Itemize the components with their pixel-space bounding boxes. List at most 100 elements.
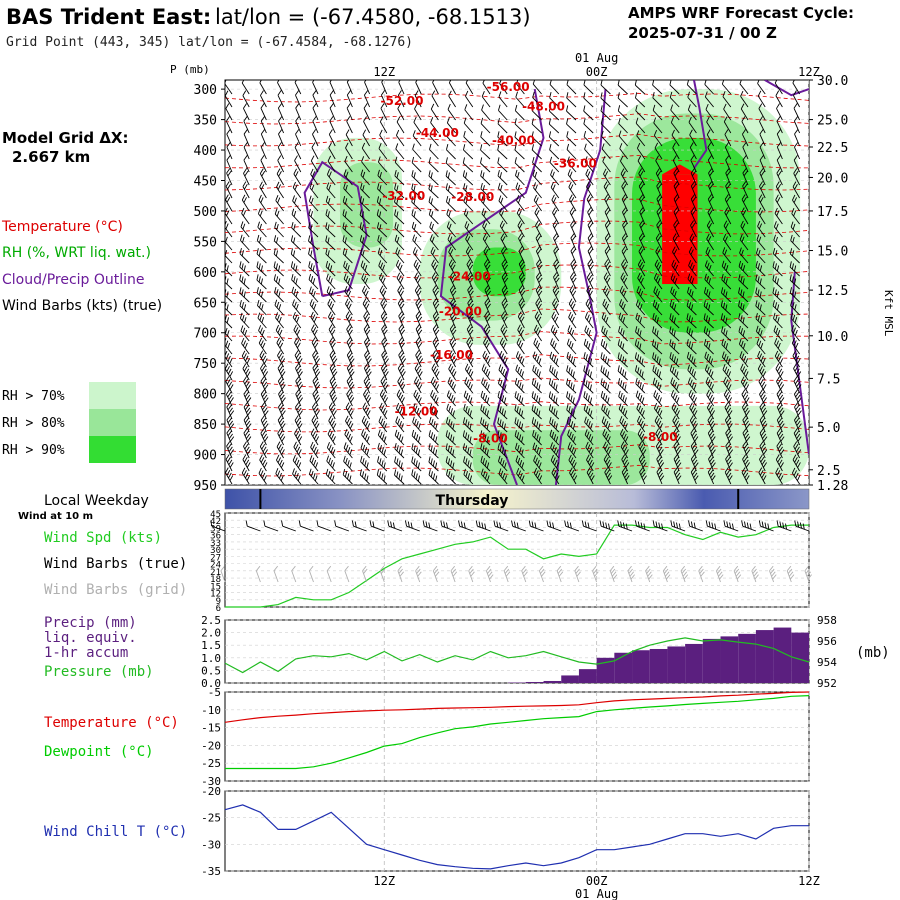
wind-barb-flag	[691, 209, 696, 216]
wind-barb-flag	[760, 183, 765, 190]
wind-barb-flag	[501, 395, 505, 402]
wind-barb-flag	[400, 303, 405, 309]
wind-barb-flag	[450, 408, 453, 414]
wind-barb-flag	[763, 436, 768, 442]
wind-barb-staff	[363, 108, 371, 121]
wind-barb-flag	[689, 415, 694, 421]
wind-barb-flag	[726, 430, 731, 437]
wind-barb	[776, 402, 785, 420]
wind-barb-flag	[418, 397, 422, 403]
wind-barb-flag	[434, 313, 439, 320]
wind-barb-staff	[604, 264, 611, 277]
wind-barb-flag	[518, 298, 523, 304]
wind-barb-flag	[482, 406, 485, 413]
wind-barb-flag	[603, 327, 606, 334]
wind-barb	[773, 312, 783, 329]
wind-barb	[241, 80, 250, 95]
grid-dx-label: Model Grid ΔX:	[2, 129, 129, 147]
wind-barb-flag	[602, 428, 606, 435]
wind-barb	[278, 402, 286, 420]
wind-barb-flag	[707, 428, 712, 434]
wind-barb	[534, 324, 542, 342]
wind-barb-flag	[226, 197, 231, 203]
wind-barb-flag	[328, 457, 331, 464]
wind-barb-staff	[225, 356, 233, 368]
wind-barb-staff	[500, 329, 508, 342]
wind-barb-flag	[590, 475, 595, 481]
wind-barb-flag	[349, 475, 352, 482]
wind-barb-staff	[259, 355, 267, 368]
wind-barb-staff	[532, 83, 542, 95]
wind-barb-flag	[398, 324, 403, 330]
wind-barb-staff	[361, 161, 370, 173]
wind-barb-flag	[463, 456, 466, 462]
wind-barb-flag	[746, 449, 751, 455]
wind-barb-flag	[453, 358, 457, 364]
wind-barb	[308, 468, 319, 485]
wind-barb-staff	[600, 383, 611, 394]
wind-barb-flag	[313, 303, 317, 310]
wind-barb-flag	[415, 392, 419, 398]
wind-barb-flag	[637, 328, 640, 335]
wind-barb-staff	[394, 188, 405, 199]
wind-barb-staff	[654, 408, 663, 420]
wind-barb-staff	[378, 434, 388, 446]
wind-barb-flag	[515, 442, 518, 449]
wind-barb-flag	[486, 316, 491, 322]
wind-barb-flag	[777, 183, 782, 190]
wind-barb-flag	[639, 356, 642, 363]
wind-barb	[240, 221, 250, 238]
wind-barb	[742, 441, 751, 459]
wind-barb-flag	[241, 207, 245, 214]
wind-barb-flag	[346, 389, 351, 395]
wind-barb	[295, 376, 304, 394]
wind-barb-flag	[501, 235, 506, 242]
wind-barb-flag	[243, 278, 246, 285]
wind-barb-staff	[673, 211, 680, 225]
wind-barb	[673, 207, 680, 225]
wind-barb-flag	[310, 224, 313, 231]
wind-barb-flag	[624, 459, 628, 466]
wind-barb-flag	[515, 455, 519, 462]
wind-barb-flag	[260, 142, 265, 148]
wind-barb-staff	[291, 292, 302, 303]
wind-barb-flag	[277, 184, 282, 190]
wind-barb	[497, 157, 508, 173]
wind-barb-flag	[602, 393, 606, 400]
wind-barb-flag	[622, 220, 627, 226]
wind-barb-flag	[726, 196, 731, 203]
wind-barb-flag	[642, 462, 647, 468]
wind-barb-flag	[451, 326, 456, 333]
wind-barb-flag	[312, 350, 317, 356]
wind-barb-flag	[726, 456, 731, 463]
wind-barb-flag	[416, 287, 421, 294]
wind-barb-flag	[673, 369, 677, 376]
wind-barb-staff	[243, 446, 250, 459]
wind-barb-flag	[515, 364, 518, 371]
wind-barb	[618, 117, 628, 134]
wind-barb-flag	[551, 419, 554, 426]
wind-barb-flag	[677, 449, 682, 455]
wind-barb-flag	[533, 182, 537, 188]
wind-barb-flag	[638, 275, 643, 281]
wind-barb-flag	[366, 368, 371, 374]
wind-barb	[738, 313, 749, 329]
wind-barb-flag	[247, 423, 252, 429]
wind-barb-flag	[709, 394, 713, 401]
wind-barb-flag	[621, 181, 626, 187]
wind-barb-flag	[641, 459, 646, 465]
wind-barb-flag	[436, 358, 441, 364]
wind-barb-flag	[259, 327, 263, 334]
wind-barb-staff	[655, 251, 663, 264]
wind-barb-staff	[603, 290, 611, 303]
wind-barb-flag	[774, 289, 777, 296]
wind-barb-staff	[450, 302, 457, 316]
wind-barb-flag	[654, 354, 657, 361]
wind-barb-flag	[640, 277, 644, 284]
wind-barb-flag	[657, 290, 660, 297]
wind-barb-flag	[364, 433, 368, 440]
wind-barb-flag	[347, 313, 351, 320]
wind-barb-flag	[671, 402, 675, 409]
wind-barb-flag	[794, 329, 798, 336]
wind-barb-flag	[690, 343, 694, 350]
